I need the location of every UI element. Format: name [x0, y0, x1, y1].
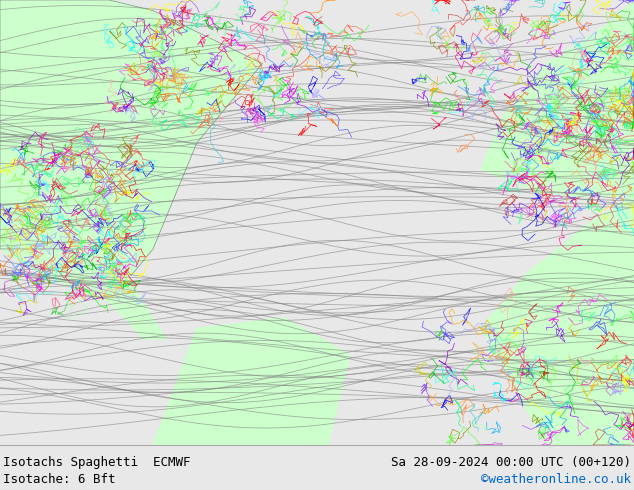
- Text: Isotachs Spaghetti  ECMWF: Isotachs Spaghetti ECMWF: [3, 456, 191, 469]
- Polygon shape: [0, 0, 262, 275]
- Polygon shape: [0, 249, 166, 339]
- Text: Sa 28-09-2024 00:00 UTC (00+120): Sa 28-09-2024 00:00 UTC (00+120): [391, 456, 631, 469]
- Polygon shape: [153, 318, 350, 445]
- Text: ©weatheronline.co.uk: ©weatheronline.co.uk: [481, 473, 631, 487]
- Text: Isotache: 6 Bft: Isotache: 6 Bft: [3, 473, 115, 487]
- Polygon shape: [481, 196, 634, 445]
- Polygon shape: [481, 0, 634, 196]
